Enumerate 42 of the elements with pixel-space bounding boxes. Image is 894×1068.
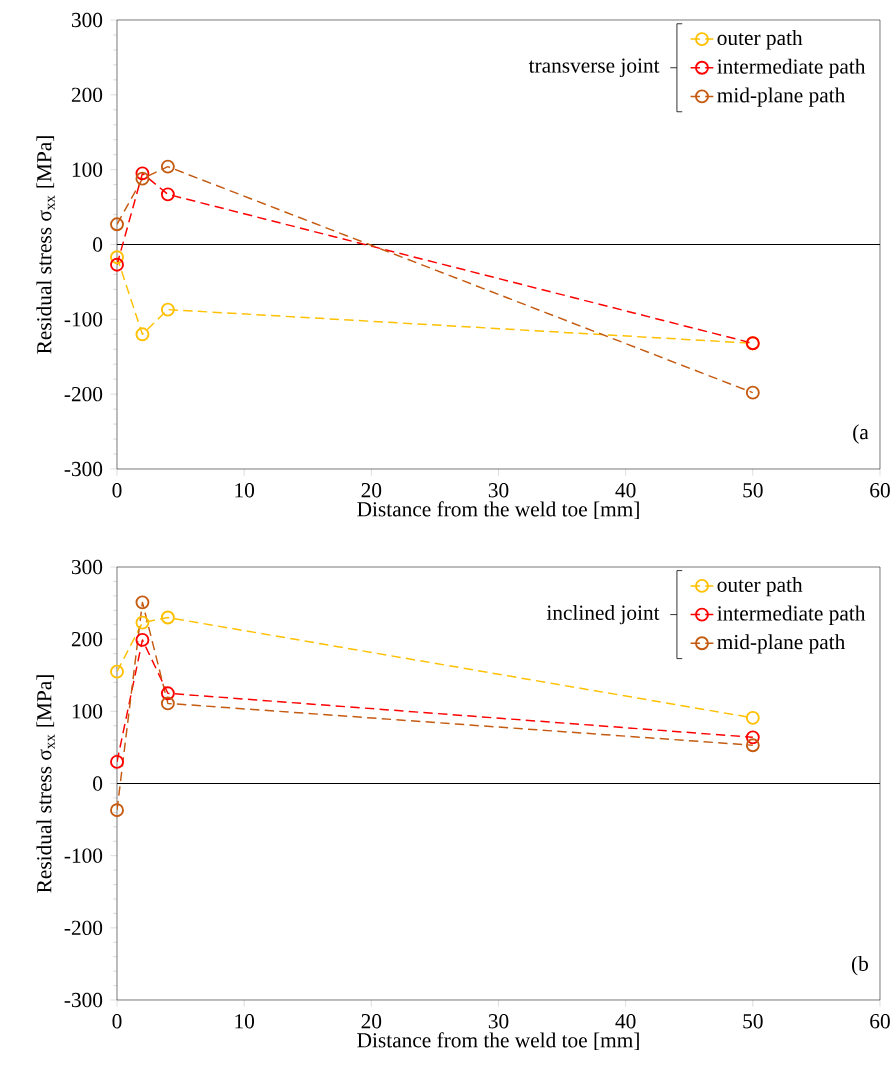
y-tick-label: -300 xyxy=(64,461,103,477)
x-tick-label: 50 xyxy=(743,483,763,498)
y-tick-label: -100 xyxy=(64,312,103,327)
x-tick-label: 20 xyxy=(361,483,382,498)
y-tick-label: 200 xyxy=(71,631,103,647)
x-tick-label: 10 xyxy=(235,1014,255,1029)
legend-label: intermediate path xyxy=(717,605,866,625)
legend-label: mid-plane path xyxy=(717,87,846,107)
x-tick-label: 60 xyxy=(870,1014,890,1029)
x-axis-title: Distance from the weld toe [mm] xyxy=(357,1032,639,1051)
y-tick-label: 300 xyxy=(71,12,103,28)
annotation: (a xyxy=(853,424,869,444)
legend-title: transverse joint xyxy=(528,58,660,78)
y-tick-label: 300 xyxy=(71,559,103,575)
annotation: (b xyxy=(851,955,868,976)
y-tick-label: 100 xyxy=(72,162,103,177)
y-tick-label: 200 xyxy=(71,87,103,103)
x-tick-label: 20 xyxy=(361,1014,382,1029)
x-tick-label: 40 xyxy=(615,1014,636,1029)
y-tick-label: 0 xyxy=(93,776,103,791)
legend-label: intermediate path xyxy=(717,58,866,79)
y-tick-label: -100 xyxy=(64,848,103,863)
legend-label: outer path xyxy=(717,576,803,597)
x-tick-label: 30 xyxy=(488,1014,509,1029)
legend-label: mid-plane path xyxy=(717,634,846,654)
x-tick-label: 30 xyxy=(488,483,509,498)
x-tick-label: 40 xyxy=(615,483,636,498)
x-tick-label: 0 xyxy=(112,483,122,498)
y-tick-label: -300 xyxy=(64,992,103,1008)
y-tick-label: 0 xyxy=(93,237,103,252)
x-tick-label: 60 xyxy=(870,483,890,498)
legend-label: outer path xyxy=(717,30,803,50)
y-tick-label: -200 xyxy=(64,386,103,402)
y-tick-label: -200 xyxy=(64,920,103,936)
legend-title: inclined joint xyxy=(546,604,660,625)
x-tick-label: 0 xyxy=(112,1014,122,1029)
y-axis-title: Residual stress σ$_{xx}$ [MPa] xyxy=(36,136,55,354)
x-tick-label: 50 xyxy=(743,1014,763,1029)
x-tick-label: 10 xyxy=(235,483,255,498)
y-axis-title: Residual stress σ$_{xx}$ [MPa] xyxy=(36,675,55,893)
y-tick-label: 100 xyxy=(72,704,103,719)
x-axis-title: Distance from the weld toe [mm] xyxy=(357,501,639,520)
